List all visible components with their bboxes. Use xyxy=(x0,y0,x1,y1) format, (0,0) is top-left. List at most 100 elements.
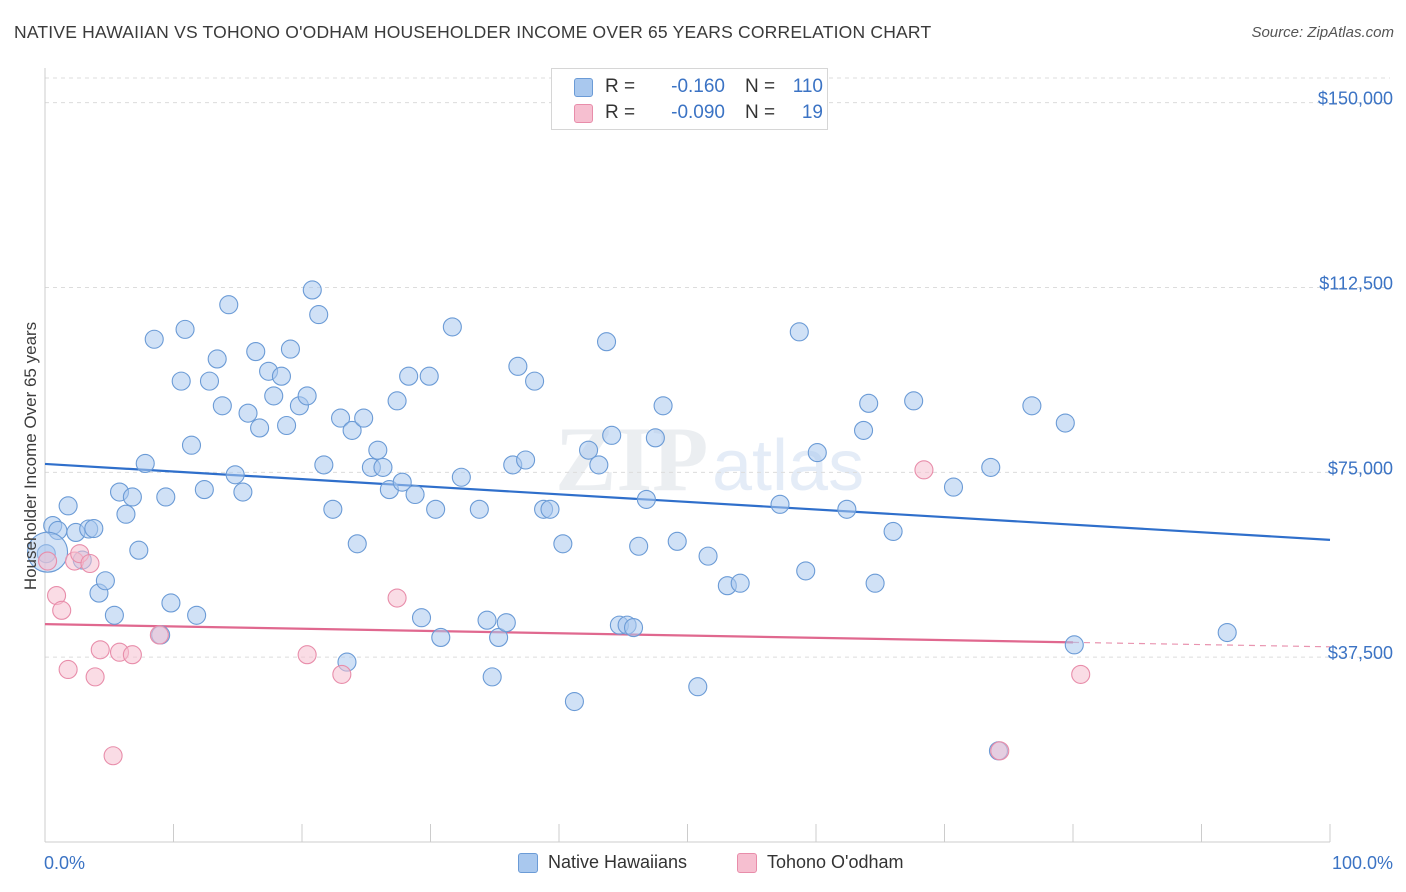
data-point-tohono-oodham xyxy=(103,746,123,766)
data-point-native-hawaiians xyxy=(508,356,528,376)
data-point-native-hawaiians xyxy=(904,391,924,411)
data-point-native-hawaiians xyxy=(347,534,367,554)
data-point-native-hawaiians xyxy=(280,339,300,359)
data-point-native-hawaiians xyxy=(387,391,407,411)
y-tick-label: $150,000 xyxy=(1318,89,1393,109)
data-point-native-hawaiians xyxy=(104,605,124,625)
data-point-native-hawaiians xyxy=(865,573,885,593)
data-point-native-hawaiians xyxy=(496,613,516,633)
data-point-native-hawaiians xyxy=(883,521,903,542)
data-point-native-hawaiians xyxy=(323,499,343,519)
data-point-native-hawaiians xyxy=(807,443,827,463)
y-axis-label: Householder Income Over 65 years xyxy=(21,322,40,590)
n-label: N = xyxy=(745,102,776,123)
data-point-native-hawaiians xyxy=(451,467,471,487)
data-point-native-hawaiians xyxy=(212,396,232,416)
data-point-native-hawaiians xyxy=(1217,622,1237,643)
data-point-native-hawaiians xyxy=(187,605,207,625)
data-point-native-hawaiians xyxy=(469,499,489,519)
data-point-native-hawaiians xyxy=(796,561,816,581)
data-point-tohono-oodham xyxy=(387,588,407,608)
data-point-tohono-oodham xyxy=(332,664,352,684)
data-point-native-hawaiians xyxy=(540,499,560,519)
trend-line-tohono-oodham xyxy=(44,623,1074,644)
data-point-native-hawaiians xyxy=(225,465,245,485)
data-point-native-hawaiians xyxy=(342,420,362,440)
y-tick-label: $112,500 xyxy=(1319,273,1393,293)
series-native-hawaiians xyxy=(27,280,1237,761)
data-point-tohono-oodham xyxy=(914,460,934,480)
data-point-tohono-oodham xyxy=(52,600,72,620)
legend-item-tohono-oodham[interactable]: Tohono O'odham xyxy=(737,852,904,873)
r-value: -0.090 xyxy=(671,102,725,123)
tick-labels: $37,500 $75,000 $112,500 $150,000 0.0% 100.0% xyxy=(44,89,1393,873)
data-point-tohono-oodham xyxy=(297,645,317,665)
y-tick-label: $37,500 xyxy=(1328,643,1393,663)
data-point-native-hawaiians xyxy=(156,487,176,507)
data-point-native-hawaiians xyxy=(653,396,673,416)
data-point-native-hawaiians xyxy=(175,319,195,339)
data-point-native-hawaiians xyxy=(419,366,439,386)
stats-row-pink: R = -0.090 N = 19 xyxy=(574,100,823,126)
data-point-native-hawaiians xyxy=(442,317,462,337)
data-point-native-hawaiians xyxy=(84,518,104,539)
data-point-tohono-oodham xyxy=(85,667,105,687)
data-point-native-hawaiians xyxy=(482,667,502,687)
data-point-native-hawaiians xyxy=(219,295,239,315)
x-tick-label: 0.0% xyxy=(44,853,85,873)
data-point-native-hawaiians xyxy=(596,332,617,352)
data-point-native-hawaiians xyxy=(194,480,214,500)
data-point-native-hawaiians xyxy=(730,573,750,593)
data-point-native-hawaiians xyxy=(698,546,718,566)
n-value: 19 xyxy=(801,102,823,123)
data-point-native-hawaiians xyxy=(207,349,227,369)
data-point-tohono-oodham xyxy=(1071,664,1091,684)
data-point-tohono-oodham xyxy=(90,640,110,660)
data-point-tohono-oodham xyxy=(80,553,100,574)
data-point-native-hawaiians xyxy=(564,691,584,712)
stats-row-blue: R = -0.160 N = 110 xyxy=(574,74,823,100)
data-point-native-hawaiians xyxy=(853,420,874,440)
blue-swatch xyxy=(574,77,593,97)
data-point-native-hawaiians xyxy=(95,571,115,591)
x-tick-label: 100.0% xyxy=(1332,853,1393,873)
data-point-native-hawaiians xyxy=(1055,413,1075,433)
data-point-native-hawaiians xyxy=(1064,635,1084,655)
trend-line-tohono-oodham-extension xyxy=(1072,641,1331,648)
data-point-native-hawaiians xyxy=(789,322,809,342)
data-point-native-hawaiians xyxy=(981,457,1001,477)
n-label: N = xyxy=(745,76,776,97)
data-point-native-hawaiians xyxy=(302,280,322,300)
legend-swatch-blue xyxy=(518,852,538,873)
data-point-native-hawaiians xyxy=(1022,396,1042,416)
data-point-native-hawaiians xyxy=(859,393,879,413)
svg-text:atlas: atlas xyxy=(712,426,864,506)
data-point-native-hawaiians xyxy=(264,386,284,406)
data-point-native-hawaiians xyxy=(516,450,536,470)
data-point-native-hawaiians xyxy=(314,455,334,475)
data-point-native-hawaiians xyxy=(770,494,790,514)
legend-label: Tohono O'odham xyxy=(767,852,904,872)
data-point-native-hawaiians xyxy=(477,610,497,630)
axes xyxy=(44,68,1331,843)
data-point-native-hawaiians xyxy=(623,618,644,638)
source-note: Source: ZipAtlas.com xyxy=(1251,24,1394,41)
data-point-native-hawaiians xyxy=(431,627,451,647)
data-point-native-hawaiians xyxy=(58,496,78,516)
data-point-native-hawaiians xyxy=(837,499,857,519)
data-point-native-hawaiians xyxy=(297,386,317,406)
data-point-native-hawaiians xyxy=(589,455,609,475)
y-tick-label: $75,000 xyxy=(1328,458,1393,478)
data-point-native-hawaiians xyxy=(135,453,155,474)
data-point-native-hawaiians xyxy=(645,428,665,448)
trend-line-native-hawaiians xyxy=(44,462,1331,541)
data-point-tohono-oodham xyxy=(990,741,1010,761)
data-point-native-hawaiians xyxy=(271,366,291,386)
data-point-native-hawaiians xyxy=(250,418,270,438)
data-point-native-hawaiians xyxy=(392,472,412,492)
data-point-native-hawaiians xyxy=(354,408,374,428)
legend-item-native-hawaiians[interactable]: Native Hawaiians xyxy=(518,852,687,873)
data-point-native-hawaiians xyxy=(129,540,149,560)
data-point-native-hawaiians xyxy=(579,440,599,460)
legend-label: Native Hawaiians xyxy=(548,852,688,872)
